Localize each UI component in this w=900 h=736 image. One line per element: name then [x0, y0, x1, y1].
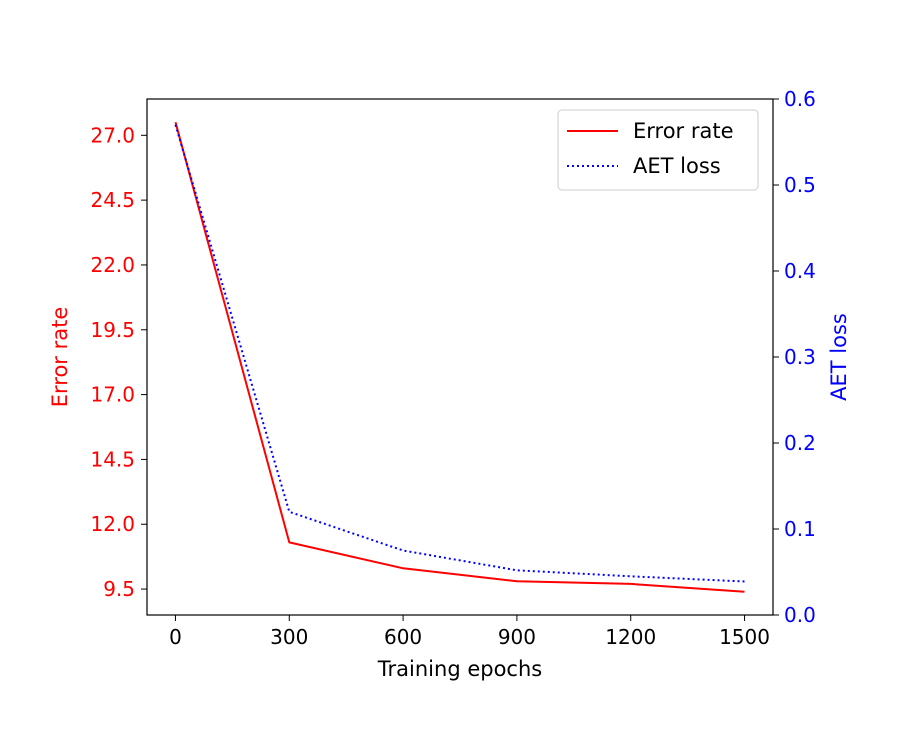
y-axis-right-title: AET loss: [827, 313, 851, 401]
y-left-tick-label: 22.0: [90, 253, 135, 277]
x-tick-label: 1200: [605, 625, 656, 649]
y-left-tick-label: 27.0: [90, 123, 135, 147]
x-tick-label: 900: [498, 625, 536, 649]
y-right-tick-label: 0.4: [784, 259, 816, 283]
y-axis-left-title: Error rate: [48, 307, 72, 408]
series-line-error-rate: [174, 122, 745, 593]
y-left-tick-label: 24.5: [90, 188, 135, 212]
y-right-tick-label: 0.1: [784, 517, 816, 541]
y-right-tick-label: 0.3: [784, 345, 816, 369]
x-axis: 0 300 600 900 1200 1500: [169, 615, 770, 649]
y-left-tick-label: 17.0: [90, 383, 135, 407]
y-right-tick-label: 0.0: [784, 603, 816, 627]
y-left-tick-label: 14.5: [90, 447, 135, 471]
y-right-tick-label: 0.5: [784, 173, 816, 197]
y-left-tick-label: 19.5: [90, 318, 135, 342]
legend: Error rate AET loss: [557, 109, 759, 191]
y-right-tick-label: 0.2: [784, 431, 816, 455]
y-axis-left: 9.5 12.0 14.5 17.0 19.5 22.0 24.5 27.0: [90, 123, 147, 601]
x-tick-label: 0: [169, 625, 182, 649]
series-line-aet-loss: [174, 124, 745, 583]
legend-label-aet-loss: AET loss: [633, 154, 721, 178]
y-right-tick-label: 0.6: [784, 87, 816, 111]
legend-label-error-rate: Error rate: [633, 119, 734, 143]
series-layer: [174, 122, 745, 593]
x-tick-label: 600: [384, 625, 422, 649]
y-axis-right: 0.0 0.1 0.2 0.3 0.4 0.5 0.6: [773, 87, 816, 627]
x-tick-label: 300: [270, 625, 308, 649]
y-left-tick-label: 12.0: [90, 512, 135, 536]
x-axis-title: Training epochs: [377, 657, 542, 681]
x-tick-label: 1500: [719, 625, 770, 649]
y-left-tick-label: 9.5: [103, 577, 135, 601]
